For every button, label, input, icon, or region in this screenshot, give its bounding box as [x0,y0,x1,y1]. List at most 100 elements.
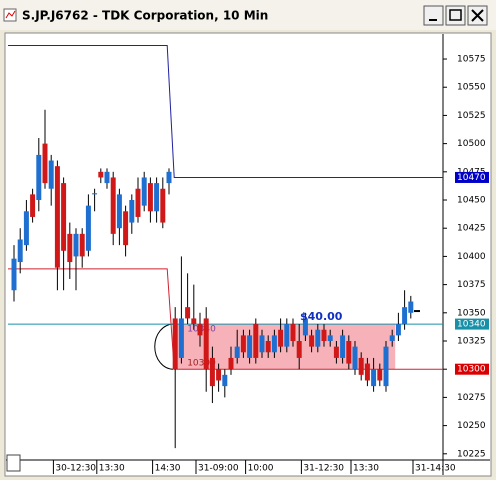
candle-body [73,233,79,257]
candle-body [141,177,147,206]
app-icon [3,8,17,22]
x-tick-label: 14:30 [155,464,181,474]
x-tick-label: 31-12:30 [303,464,344,474]
candle-body [247,335,253,358]
candle-body [209,357,215,387]
y-tick-label: 10350 [457,308,486,318]
y-tick-label: 10500 [457,139,486,149]
level-line [8,268,443,370]
candle-body [98,171,104,178]
x-tick-label: 31-09:00 [198,464,239,474]
candle-body [408,301,414,313]
candle-body [197,324,203,336]
candle-body [36,154,42,201]
candle-body [67,233,73,263]
candle-body [178,318,184,358]
candle-body [228,357,234,370]
candle-body [327,335,333,342]
y-tick-label: 10425 [457,224,486,234]
candle-body [253,324,259,358]
candle-body [278,329,284,347]
y-tick-label: 10450 [457,196,486,206]
close-button[interactable] [467,5,488,26]
x-tick-label: 10:00 [248,464,274,474]
zone-arc [154,323,174,370]
candle-body [371,369,377,387]
scroll-box[interactable] [6,454,21,472]
y-tick-label: 10400 [457,252,486,262]
candle-body [414,310,420,313]
candle-body [284,324,290,347]
y-tick-label: 10325 [457,337,486,347]
candle-body [309,335,315,347]
price-marker [455,171,489,183]
candle-body [85,205,91,251]
candle-body [271,335,277,353]
level-line [8,44,443,178]
candle-body [191,318,197,325]
y-tick-label: 10375 [457,280,486,290]
candle-body [358,357,364,375]
x-tick-label: 31-14:30 [415,464,456,474]
candle-body [185,307,191,319]
candle-body [147,183,153,212]
candle-body [172,318,178,370]
candle-body [110,177,116,234]
candle-body [42,143,48,184]
candle-body [116,194,122,229]
chart-frame [4,32,492,477]
window-title: S.JP.J6762 - TDK Corporation, 10 Min [22,9,268,23]
candle-body [352,346,358,370]
price-marker-label: 10470 [457,173,486,183]
x-tick-label: 13:30 [353,464,379,474]
title-bar [0,0,496,30]
candle-body [234,346,240,358]
y-tick-label: 10575 [457,55,486,65]
candle-body [364,363,370,381]
candle-body [79,233,85,257]
candle-body [222,374,228,387]
candle-body [160,188,166,223]
candle-body [216,369,222,381]
candle-body [61,183,67,251]
candle-body [123,211,129,246]
candle-body [383,346,389,387]
icon-glyph [5,10,16,19]
x-tick-label: 13:30 [99,464,125,474]
candle-body [240,335,246,353]
candle-body [135,188,141,217]
candle-body [290,324,296,342]
candle-body [259,335,265,353]
candle-body [23,211,29,246]
candle-body [30,194,36,217]
candle-body [402,307,408,325]
candle-body [48,160,54,189]
candle-body [377,369,383,381]
candle-body [340,335,346,358]
candle-body [54,166,60,268]
candle-body [203,318,209,370]
y-tick-label: 10525 [457,111,486,121]
price-marker [455,363,489,375]
annotation: $40.00 [300,310,343,323]
plot: 10340 10300 10225 10250 10275 10300 10325 10350… [8,44,489,474]
price-marker-label: 10300 [457,365,486,375]
maximize-button[interactable] [445,5,466,26]
candle-body [315,329,321,347]
candle-body [92,193,98,195]
y-tick-label: 10550 [457,83,486,93]
candle-body [166,171,172,184]
candle-body [296,341,302,358]
candle-body [333,346,339,358]
candle-body [346,341,352,364]
candle-body [321,329,327,342]
candle-body [395,324,401,336]
price-marker [455,318,489,330]
candle-body [302,318,308,336]
minimize-button[interactable] [423,5,444,26]
candle-body [11,258,17,291]
zone-bottom-label: 10300 [187,359,216,369]
candle-body [154,183,160,212]
